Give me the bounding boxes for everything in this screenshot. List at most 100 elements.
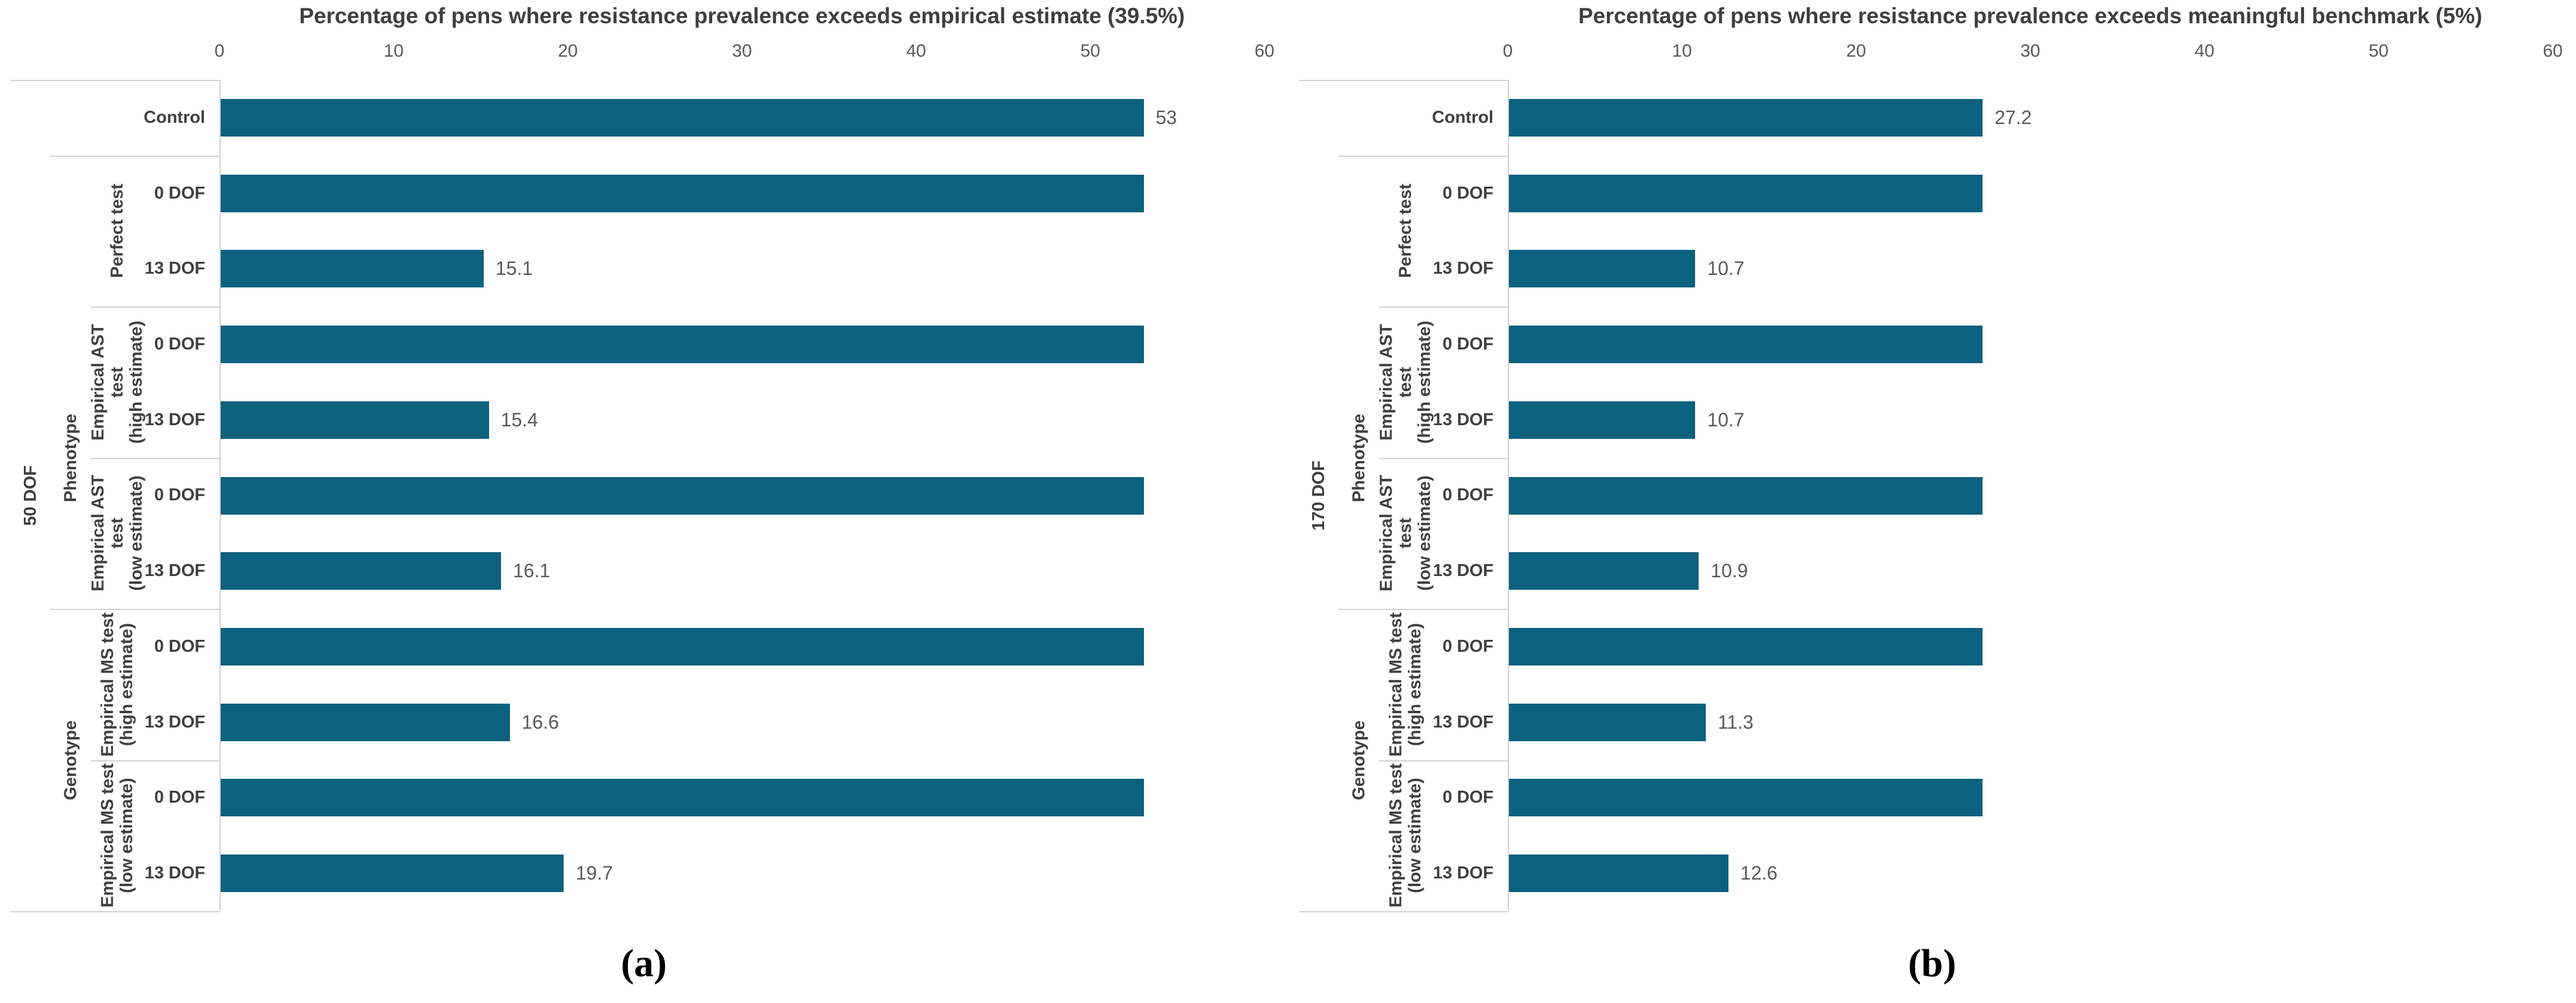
bar-row-9 — [1509, 779, 1983, 817]
category-label: 0 DOF — [154, 788, 205, 807]
category-label: Control — [143, 107, 205, 127]
bar-row-0 — [221, 98, 1144, 137]
chart-b-title: Percentage of pens where resistance prev… — [1578, 4, 2482, 28]
bar-row-8 — [221, 703, 510, 741]
bar-row-2 — [221, 250, 484, 288]
bar-value-label: 10.9 — [1711, 560, 1748, 582]
chart-b-caption: (b) — [1288, 941, 2576, 986]
bar-value-label: 10.7 — [1707, 408, 1745, 431]
category-label: 0 DOF — [154, 636, 205, 656]
test-group-label: Empirical AST test (low estimate) — [88, 475, 146, 592]
group-separator-line — [50, 609, 219, 611]
category-label: 0 DOF — [1442, 788, 1493, 807]
bar-row-6 — [1509, 552, 1699, 590]
bar-row-1 — [221, 174, 1144, 212]
category-group-label: Genotype — [1349, 720, 1368, 800]
category-label: 13 DOF — [1433, 863, 1493, 883]
x-axis-tick-label: 10 — [384, 41, 404, 61]
x-axis-tick-label: 50 — [1080, 41, 1100, 61]
x-axis-tick-label: 0 — [214, 41, 225, 61]
category-group-label: Genotype — [61, 720, 80, 800]
chart-a-caption: (a) — [0, 941, 1288, 986]
bar-row-10 — [221, 855, 564, 893]
category-label: Control — [1431, 107, 1493, 127]
bar-row-4 — [1509, 401, 1696, 439]
x-axis-tick-label: 60 — [2543, 41, 2563, 61]
chart-panel-b: Percentage of pens where resistance prev… — [1288, 0, 2576, 1003]
label-table-border-bottom — [11, 911, 219, 912]
group-separator-line — [1379, 760, 1508, 761]
bar-row-6 — [221, 552, 502, 590]
bar-value-label: 19.7 — [576, 862, 613, 884]
bar-row-9 — [221, 779, 1144, 817]
category-label: 13 DOF — [1433, 259, 1493, 278]
bar-row-10 — [1509, 855, 1728, 893]
category-axis-line — [219, 80, 221, 911]
category-label: 0 DOF — [1442, 335, 1493, 354]
bar-value-label: 16.6 — [521, 711, 559, 733]
label-table-border-top — [1299, 80, 1508, 81]
group-separator-line — [91, 457, 219, 459]
test-group-label: Empirical MS test (low estimate) — [98, 763, 137, 908]
group-separator-line — [91, 307, 219, 308]
group-separator-line — [1338, 609, 1508, 611]
x-axis-tick-label: 20 — [558, 41, 578, 61]
x-axis-tick-label: 30 — [732, 41, 752, 61]
x-axis-tick-label: 40 — [906, 41, 926, 61]
category-label: 0 DOF — [1442, 485, 1493, 505]
x-axis-tick-label: 50 — [2368, 41, 2389, 61]
x-axis-tick-label: 10 — [1672, 41, 1692, 61]
category-label: 13 DOF — [144, 561, 205, 581]
x-axis-tick-label: 0 — [1502, 41, 1513, 61]
test-group-label: Empirical MS test (high estimate) — [98, 612, 137, 757]
chart-b-plot-area: 0 10 20 30 40 50 60 27.2 Control 0 DOF 10.7 13 DOF 0… — [1288, 0, 2576, 1003]
bar-row-3 — [1509, 326, 1983, 364]
test-group-label: Empirical AST test (high estimate) — [1377, 320, 1434, 444]
category-label: 13 DOF — [144, 712, 205, 732]
bar-value-label: 12.6 — [1740, 862, 1778, 884]
group-separator-line — [1379, 307, 1508, 308]
chart-b-caption-text: (b) — [1908, 942, 1956, 985]
bar-value-label: 27.2 — [1994, 106, 2032, 128]
bar-row-0 — [1509, 98, 1983, 137]
bar-value-label: 11.3 — [1717, 711, 1754, 733]
outer-dof-label: 50 DOF — [21, 465, 40, 526]
category-label: 13 DOF — [144, 410, 205, 429]
label-table-border-bottom — [1299, 911, 1508, 912]
category-label: 13 DOF — [1433, 561, 1493, 581]
x-axis-tick-label: 20 — [1846, 41, 1866, 61]
category-label: 13 DOF — [144, 863, 205, 883]
bar-value-label: 16.1 — [513, 560, 551, 582]
chart-panel-a: Percentage of pens where resistance prev… — [0, 4, 1288, 986]
x-axis-tick-label: 60 — [1254, 41, 1275, 61]
bar-row-5 — [221, 476, 1144, 515]
bar-row-4 — [221, 401, 489, 439]
group-separator-line — [50, 155, 219, 157]
bar-row-7 — [221, 627, 1144, 665]
chart-a-title: Percentage of pens where resistance prev… — [299, 4, 1185, 28]
chart-a-caption-text: (a) — [621, 942, 667, 985]
category-group-label: Phenotype — [1349, 413, 1368, 502]
category-label: 0 DOF — [1442, 636, 1493, 656]
bar-value-label: 15.1 — [495, 258, 533, 280]
test-group-label: Perfect test — [1396, 184, 1415, 278]
category-label: 13 DOF — [1433, 712, 1493, 732]
group-separator-line — [91, 760, 219, 761]
test-group-label: Perfect test — [107, 184, 127, 278]
category-label: 13 DOF — [144, 259, 205, 278]
category-label: 0 DOF — [154, 485, 205, 505]
test-group-label: Empirical MS test (high estimate) — [1386, 612, 1425, 757]
test-group-label: Empirical MS test (low estimate) — [1386, 763, 1425, 908]
bar-value-label: 15.4 — [500, 408, 538, 431]
test-group-label: Empirical AST test (low estimate) — [1377, 475, 1434, 592]
category-label: 0 DOF — [1442, 183, 1493, 203]
category-axis-line — [1508, 80, 1509, 911]
bar-row-3 — [221, 326, 1144, 364]
bar-value-label: 53 — [1155, 106, 1177, 128]
label-table-border-top — [11, 80, 219, 81]
bar-row-1 — [1509, 174, 1983, 212]
chart-a-plot-area: 0 10 20 30 40 50 60 53 Control 0 DOF 15.1 13 DOF 0 D… — [11, 41, 1275, 912]
bar-row-5 — [1509, 476, 1983, 515]
bar-row-8 — [1509, 703, 1706, 741]
